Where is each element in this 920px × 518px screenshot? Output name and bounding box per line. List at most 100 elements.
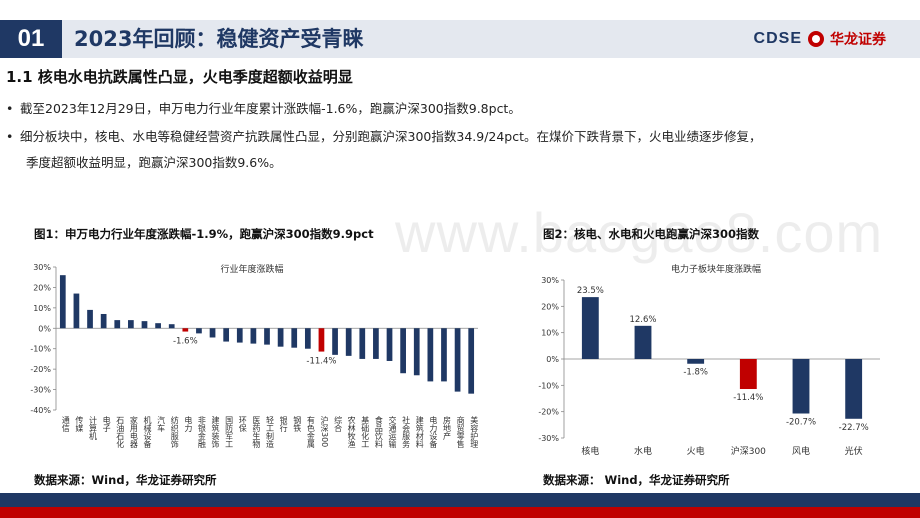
chart2-category-label: 火电 xyxy=(687,445,705,457)
chart2-value-label: -1.8% xyxy=(683,368,708,378)
chart1-bar xyxy=(359,328,366,359)
chart1-category-label: 国防军工 xyxy=(225,416,234,448)
footer-bar-red xyxy=(0,507,920,518)
chart2-y-tick-label: -10% xyxy=(538,381,559,390)
chart2-y-tick-label: 30% xyxy=(541,276,559,285)
chart1-bar xyxy=(128,320,134,329)
chart2-value-label: 12.6% xyxy=(629,315,656,325)
chart1-category-label: 通信 xyxy=(61,415,70,433)
chart2-y-tick-label: 20% xyxy=(541,302,559,311)
chart1-category-label: 电子 xyxy=(102,415,111,432)
page-title: 2023年回顾：稳健资产受青睐 xyxy=(74,27,364,51)
chart1-category-label: 家用电器 xyxy=(129,415,138,449)
chart1-bar xyxy=(413,328,420,376)
chart1-bar xyxy=(318,328,325,352)
chart2-category-label: 风电 xyxy=(792,445,810,457)
chart1-y-tick-label: -40% xyxy=(30,406,51,415)
chart1-bar xyxy=(100,313,107,329)
chart2-bar xyxy=(845,359,863,419)
chart1-bar xyxy=(196,328,202,334)
chart1-bar xyxy=(73,293,80,329)
chart1-y-tick-label: -30% xyxy=(30,386,51,395)
chart2-value-label: 23.5% xyxy=(577,286,604,296)
logo-text: CDSE xyxy=(753,30,802,47)
chart1-category-label: 美容护理 xyxy=(470,415,479,448)
chart1-y-tick-label: 0% xyxy=(38,324,51,333)
chart1-data-label: -11.4% xyxy=(306,357,336,367)
chart1-bar xyxy=(468,328,475,394)
chart1-category-label: 石油石化 xyxy=(116,416,125,449)
chart1-legend: 行业年度涨跌幅 xyxy=(220,263,283,275)
chart1-category-label: 电力设备 xyxy=(429,415,438,449)
chart1-category-label: 房地产 xyxy=(442,415,451,441)
chart1-bar xyxy=(236,328,243,343)
chart1-bar xyxy=(454,328,461,392)
chart1-data-label: -1.6% xyxy=(173,337,198,347)
bullet-2-continued: 季度超额收益明显，跑赢沪深300指数9.6%。 xyxy=(26,155,282,170)
section-title: 1.1 核电水电抗跌属性凸显，火电季度超额收益明显 xyxy=(6,68,353,86)
chart1-bar xyxy=(345,328,352,356)
chart1-y-tick-label: 10% xyxy=(33,304,51,313)
chart1-bar xyxy=(182,328,189,332)
chart1-category-label: 沪深300 xyxy=(320,415,329,447)
chart1-bar xyxy=(155,323,161,329)
chart1-category-label: 建筑材料 xyxy=(415,415,424,449)
chart1-category-label: 钢铁 xyxy=(293,415,302,433)
chart1-category-label: 有色金属 xyxy=(306,415,315,449)
chart2-category-label: 光伏 xyxy=(845,445,863,457)
chart1-category-label: 商贸零售 xyxy=(456,415,465,449)
chart1-bar xyxy=(264,328,270,345)
chart1-category-label: 传媒 xyxy=(75,415,84,433)
chart1-category-label: 交通运输 xyxy=(388,415,397,449)
chart1-bar xyxy=(427,328,434,382)
chart1-y-tick-label: -20% xyxy=(30,365,51,374)
logo-cn: 华龙证券 xyxy=(830,32,886,48)
chart2-value-label: -11.4% xyxy=(733,393,763,403)
chart1-category-label: 医药生物 xyxy=(252,416,261,449)
chart2-source: 数据来源： Wind，华龙证券研究所 xyxy=(543,473,730,487)
chart2-y-tick-label: 10% xyxy=(541,329,559,338)
bullet-1: • 截至2023年12月29日，申万电力行业年度累计涨跌幅-1.6%，跑赢沪深30… xyxy=(6,101,521,116)
chart1-bar xyxy=(223,328,230,342)
chart1-category-label: 基础化工 xyxy=(361,415,370,448)
chart1-source: 数据来源：Wind，华龙证券研究所 xyxy=(34,473,217,487)
chart1-category-label: 社会服务 xyxy=(402,415,411,449)
chart1-category-label: 环保 xyxy=(238,416,247,433)
chart2-category-label: 沪深300 xyxy=(731,445,766,457)
chart2-y-tick-label: -30% xyxy=(538,434,559,443)
chart1-bar xyxy=(304,328,311,349)
chart2-bar xyxy=(634,325,652,359)
chart2-bar xyxy=(792,359,810,414)
chart1-bar xyxy=(87,309,93,329)
chart2-value-label: -20.7% xyxy=(786,418,816,428)
chart1-bar xyxy=(386,328,393,361)
chart2-bar xyxy=(687,359,705,364)
chart2-value-label: -22.7% xyxy=(839,423,869,433)
chart1-bar xyxy=(441,328,447,382)
chart2-category-label: 水电 xyxy=(634,445,652,457)
chart2-bar xyxy=(581,297,599,359)
chart1-category-label: 纺织服饰 xyxy=(170,415,179,449)
brand-logo: CDSE 华龙证券 xyxy=(754,22,886,56)
chart2-y-tick-label: 0% xyxy=(546,355,559,364)
chart1-y-tick-label: -10% xyxy=(30,345,51,354)
chart1-bar xyxy=(168,324,175,329)
chart1-y-tick-label: 30% xyxy=(33,263,51,272)
chart1-bar xyxy=(59,275,66,329)
chart1-bar xyxy=(250,328,257,344)
chart1-category-label: 机械设备 xyxy=(143,415,152,449)
chart1-category-label: 轻工制造 xyxy=(266,415,275,449)
chart1-category-label: 计算机 xyxy=(89,415,98,441)
chart1-category-label: 综合 xyxy=(334,415,343,433)
chart2-category-label: 核电 xyxy=(581,445,599,457)
watermark: www.baogao8.com xyxy=(395,201,884,264)
chart1-category-label: 非银金融 xyxy=(197,415,206,449)
section-number: 01 xyxy=(0,20,62,58)
chart1-bar xyxy=(277,328,284,347)
chart1-category-label: 银行 xyxy=(279,415,288,433)
logo-mark-icon xyxy=(808,31,824,47)
chart1-title: 图1：申万电力行业年度涨跌幅-1.9%，跑赢沪深300指数9.9pct xyxy=(34,227,374,241)
chart1-y-tick-label: 20% xyxy=(33,283,51,292)
